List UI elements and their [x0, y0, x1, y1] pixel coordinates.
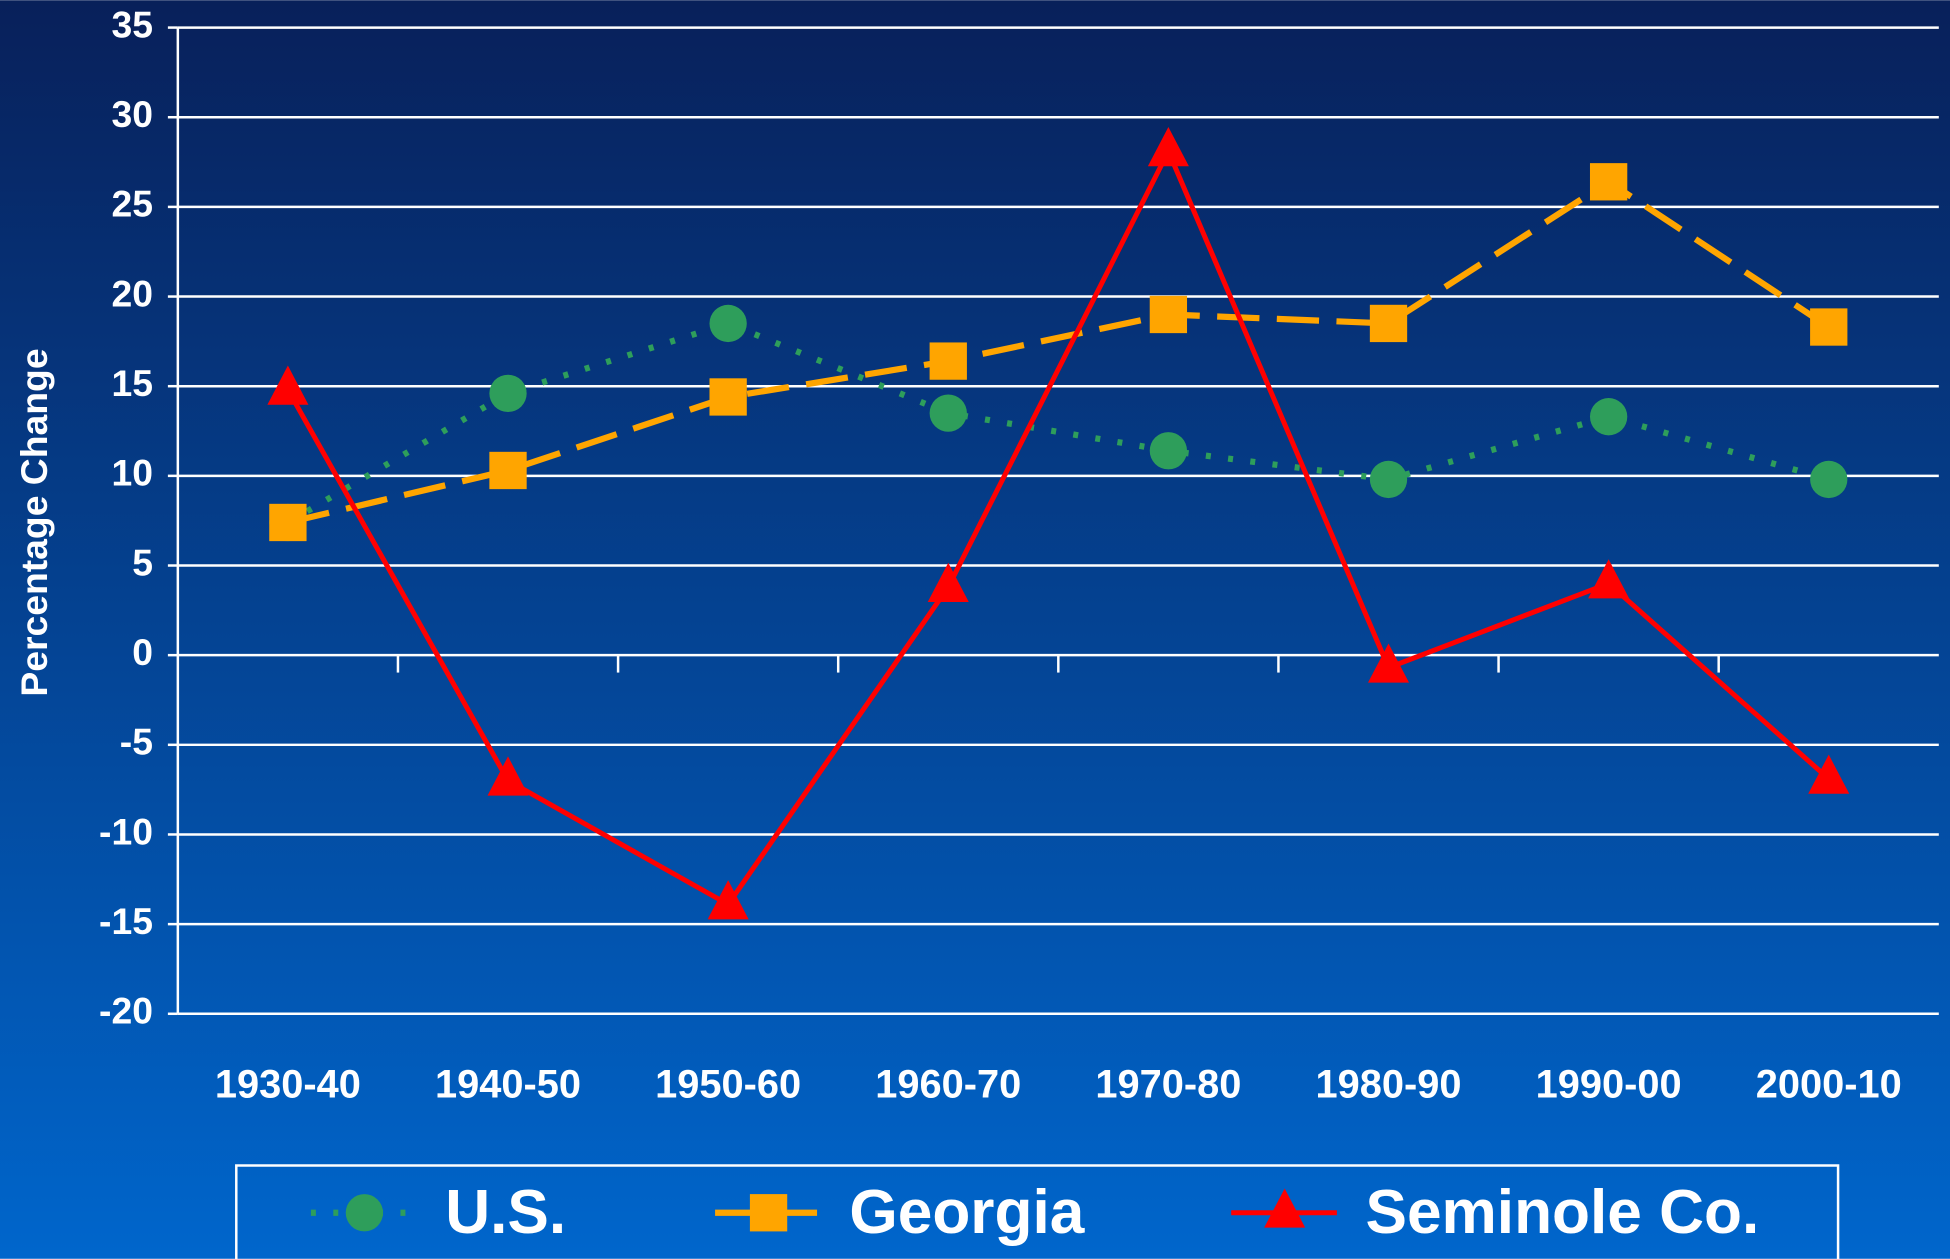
- marker: [1810, 308, 1848, 346]
- marker: [1369, 304, 1408, 343]
- y-tick-label: -10: [99, 810, 153, 852]
- y-tick-label: -5: [120, 721, 153, 763]
- y-tick-label: 0: [132, 631, 153, 673]
- x-tick-label: 1930-40: [215, 1063, 361, 1107]
- x-tick-label: 1960-70: [875, 1063, 1021, 1107]
- legend-label: Georgia: [849, 1178, 1084, 1247]
- legend-item: Seminole Co.: [1231, 1178, 1759, 1247]
- marker: [707, 880, 749, 920]
- marker: [1264, 1188, 1306, 1228]
- series-line: [286, 320, 1830, 526]
- marker: [1810, 460, 1848, 499]
- marker: [345, 1194, 384, 1232]
- marker: [929, 342, 967, 380]
- y-tick-label: 10: [111, 452, 153, 494]
- y-tick-label: -15: [99, 900, 153, 942]
- y-tick-label: 20: [111, 272, 153, 314]
- x-tick-label: 1970-80: [1095, 1063, 1241, 1107]
- marker: [269, 503, 307, 542]
- legend-box: [235, 1164, 1840, 1259]
- marker: [927, 562, 969, 602]
- y-tick-label: 25: [111, 183, 153, 225]
- marker: [1808, 754, 1850, 794]
- x-tick-label: 1980-90: [1316, 1063, 1462, 1107]
- x-tick-label: 1990-00: [1536, 1063, 1682, 1107]
- y-tick-label: -20: [99, 990, 153, 1032]
- marker: [1589, 398, 1628, 436]
- marker: [749, 1194, 788, 1232]
- legend-label: U.S.: [445, 1178, 566, 1247]
- y-tick-label: 15: [111, 362, 153, 404]
- x-tick-label: 1950-60: [655, 1063, 801, 1107]
- y-axis-label: Percentage Change: [13, 348, 55, 696]
- marker: [929, 394, 967, 432]
- legend-item: Georgia: [715, 1178, 1085, 1247]
- x-tick-label: 2000-10: [1756, 1063, 1902, 1107]
- marker: [1149, 295, 1188, 334]
- legend-item: U.S.: [310, 1178, 566, 1247]
- marker: [1147, 127, 1189, 167]
- marker: [709, 378, 747, 416]
- series-line: [285, 145, 1831, 908]
- y-tick-label: 5: [132, 541, 153, 583]
- marker: [709, 304, 747, 343]
- marker: [1367, 643, 1410, 683]
- marker: [489, 374, 527, 413]
- series-line: [287, 178, 1831, 526]
- x-tick-label: 1940-50: [435, 1063, 581, 1107]
- marker: [1149, 432, 1188, 470]
- marker: [1589, 163, 1628, 201]
- y-tick-label: 30: [111, 93, 153, 135]
- y-tick-label: 35: [111, 3, 153, 45]
- marker: [487, 756, 529, 796]
- marker: [267, 365, 309, 405]
- marker: [1588, 559, 1630, 599]
- marker: [489, 451, 527, 490]
- marker: [1369, 460, 1408, 499]
- legend-label: Seminole Co.: [1365, 1178, 1759, 1247]
